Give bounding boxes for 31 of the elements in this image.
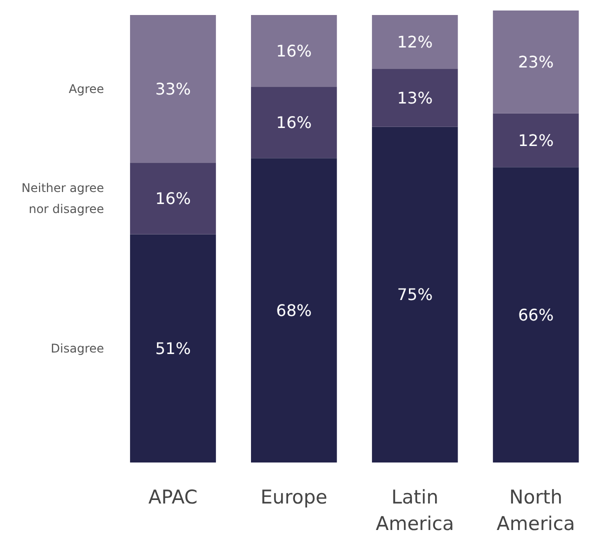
text: Agree — [68, 82, 104, 96]
data-label: 16% — [276, 41, 312, 60]
data-label: 16% — [276, 112, 312, 132]
data-label: 12% — [397, 32, 433, 52]
data-label: 68% — [276, 300, 312, 320]
bar — [372, 126, 458, 462]
data-label: 12% — [518, 130, 554, 150]
text: Neither agree nor disagree — [22, 180, 104, 216]
x-tick-label: Europe — [260, 486, 328, 508]
x-tick-label: Latin America — [376, 486, 454, 535]
data-label: 23% — [518, 52, 554, 72]
data-label: 16% — [155, 188, 191, 208]
bar — [251, 158, 337, 462]
bar — [130, 162, 216, 234]
bar — [372, 68, 458, 127]
data-label: 13% — [397, 88, 433, 108]
bar — [492, 113, 579, 168]
data-label: 66% — [518, 305, 554, 324]
bar — [251, 14, 337, 87]
data-label: 51% — [155, 338, 191, 358]
bar — [251, 86, 337, 158]
bar — [492, 167, 579, 462]
data-label: 75% — [397, 285, 433, 304]
bar — [372, 14, 458, 69]
bar — [492, 10, 579, 114]
x-tick-label: North America — [496, 486, 576, 535]
x-tick-label: APAC — [148, 486, 198, 508]
bar — [130, 234, 216, 462]
text: Disagree — [50, 341, 104, 356]
data-label: 33% — [155, 79, 191, 98]
bar — [130, 14, 216, 163]
